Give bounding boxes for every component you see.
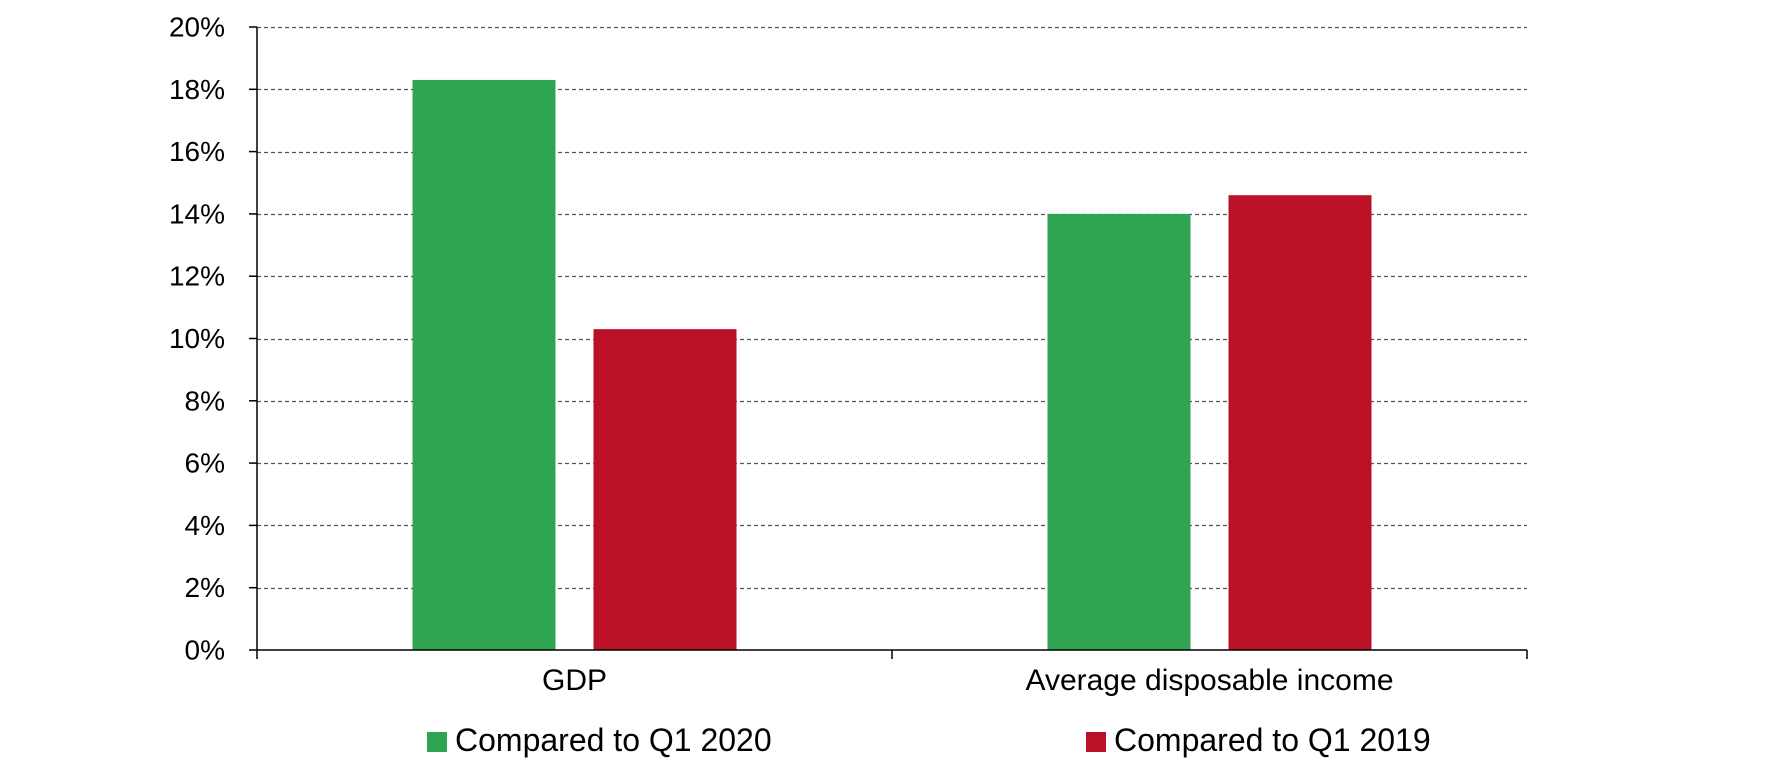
legend-swatch xyxy=(427,732,447,752)
y-tick-label: 0% xyxy=(185,635,225,666)
legend: Compared to Q1 2020 Compared to Q1 2019 xyxy=(427,722,1431,758)
x-category-label: GDP xyxy=(542,664,607,697)
legend-swatch xyxy=(1086,732,1106,752)
y-tick-label: 18% xyxy=(169,74,225,105)
y-tick-label: 16% xyxy=(169,136,225,167)
bars xyxy=(412,79,1372,650)
y-tick-label: 20% xyxy=(169,12,225,43)
y-tick-label: 2% xyxy=(185,572,225,603)
y-tick-label: 8% xyxy=(185,385,225,416)
y-tick-label: 10% xyxy=(169,323,225,354)
legend-label: Compared to Q1 2019 xyxy=(1114,722,1431,758)
y-tick-label: 12% xyxy=(169,261,225,292)
x-axis-categories: GDP Average disposable income xyxy=(256,650,1528,697)
bar-average-disposable-income-series-1 xyxy=(1047,213,1191,650)
y-tick-label: 6% xyxy=(185,448,225,479)
bar-average-disposable-income-series-2 xyxy=(1228,195,1372,650)
bar-gdp-series-1 xyxy=(412,79,556,650)
y-tick-label: 14% xyxy=(169,198,225,229)
y-axis-ticks: 0% 2% 4% 6% 8% 10% 12% 14% 16% 18% 20% xyxy=(169,12,257,666)
x-category-label: Average disposable income xyxy=(1025,664,1393,697)
legend-label: Compared to Q1 2020 xyxy=(455,722,772,758)
y-tick-label: 4% xyxy=(185,510,225,541)
bar-gdp-series-2 xyxy=(593,329,737,650)
